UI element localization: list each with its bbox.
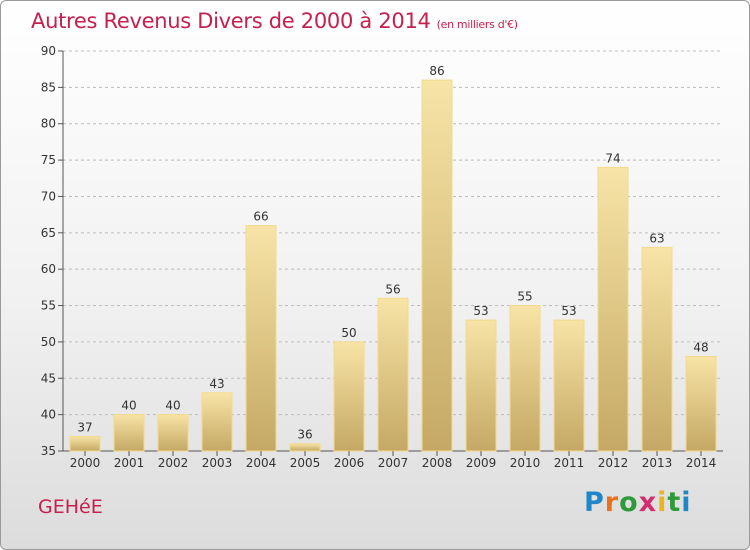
logo-letter: i xyxy=(681,487,692,518)
x-tick-label: 2002 xyxy=(158,456,189,470)
x-tick-label: 2007 xyxy=(378,456,409,470)
bar xyxy=(553,319,585,452)
chart-title-text: Autres Revenus Divers de 2000 à 2014 xyxy=(31,9,431,33)
y-tick-label: 45 xyxy=(41,371,56,385)
bar-value-label: 50 xyxy=(341,326,356,340)
bar-value-label: 74 xyxy=(605,151,620,165)
bar-value-label: 53 xyxy=(561,304,576,318)
y-tick-label: 80 xyxy=(41,117,56,131)
bar xyxy=(377,297,409,452)
logo-letter: x xyxy=(638,487,658,518)
commune-name: GEHéE xyxy=(38,496,103,518)
bar xyxy=(509,305,541,452)
bar xyxy=(465,319,497,452)
bar-value-label: 86 xyxy=(429,64,444,78)
bar-value-label: 37 xyxy=(77,420,92,434)
x-tick-label: 2012 xyxy=(598,456,629,470)
logo-letter: i xyxy=(657,487,668,518)
x-tick-label: 2014 xyxy=(686,456,717,470)
chart-subtitle: (en milliers d'€) xyxy=(436,18,518,31)
bar xyxy=(685,355,717,452)
bar-value-label: 55 xyxy=(517,290,532,304)
y-tick-label: 60 xyxy=(41,262,56,276)
logo-letter: P xyxy=(584,487,605,518)
y-tick-label: 55 xyxy=(41,299,56,313)
bar-value-label: 66 xyxy=(253,210,268,224)
bar xyxy=(421,79,453,452)
bar-value-label: 56 xyxy=(385,282,400,296)
logo-letter: o xyxy=(619,487,639,518)
x-tick-label: 2008 xyxy=(422,456,453,470)
bar xyxy=(333,341,365,452)
x-tick-label: 2004 xyxy=(246,456,277,470)
bar xyxy=(201,392,233,452)
x-tick-label: 2001 xyxy=(114,456,145,470)
bar-value-label: 40 xyxy=(121,399,136,413)
x-tick-label: 2013 xyxy=(642,456,673,470)
y-tick-label: 90 xyxy=(41,44,56,58)
x-tick-label: 2009 xyxy=(466,456,497,470)
bar-value-label: 43 xyxy=(209,377,224,391)
y-tick-label: 50 xyxy=(41,335,56,349)
logo-letter: r xyxy=(604,487,620,518)
x-tick-label: 2005 xyxy=(290,456,321,470)
bar xyxy=(113,414,145,452)
logo-letter: t xyxy=(667,487,682,518)
bar-value-label: 63 xyxy=(649,231,664,245)
bar-value-label: 48 xyxy=(693,340,708,354)
bar-value-label: 53 xyxy=(473,304,488,318)
bar xyxy=(641,246,673,452)
bar-value-label: 36 xyxy=(297,428,312,442)
bar xyxy=(289,443,321,452)
y-tick-label: 40 xyxy=(41,408,56,422)
y-tick-label: 85 xyxy=(41,80,56,94)
bar xyxy=(597,166,629,452)
bar xyxy=(69,435,101,452)
x-tick-label: 2000 xyxy=(70,456,101,470)
bar xyxy=(157,414,189,452)
bar-value-label: 40 xyxy=(165,399,180,413)
x-tick-label: 2006 xyxy=(334,456,365,470)
y-tick-label: 35 xyxy=(41,444,56,458)
y-tick-label: 75 xyxy=(41,153,56,167)
proxiti-logo[interactable]: Proxiti xyxy=(584,487,692,518)
y-tick-label: 70 xyxy=(41,189,56,203)
chart-title: Autres Revenus Divers de 2000 à 2014 (en … xyxy=(31,9,518,33)
x-tick-label: 2011 xyxy=(554,456,585,470)
bar xyxy=(245,225,277,452)
x-tick-label: 2010 xyxy=(510,456,541,470)
y-tick-label: 65 xyxy=(41,226,56,240)
x-tick-label: 2003 xyxy=(202,456,233,470)
